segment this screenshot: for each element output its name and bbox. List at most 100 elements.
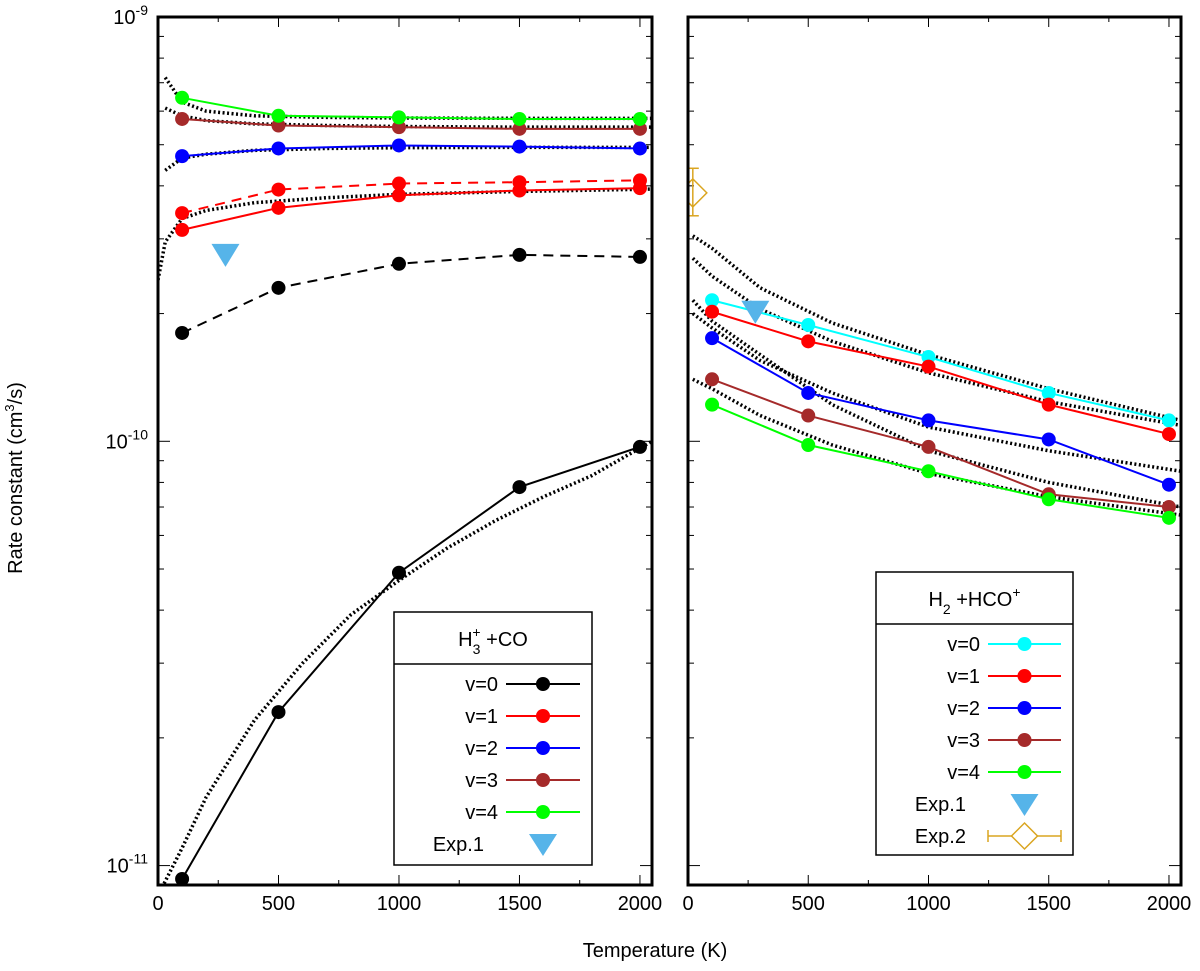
data-point xyxy=(512,175,527,190)
legend-marker xyxy=(1017,765,1032,779)
data-point xyxy=(705,372,720,387)
legend-marker xyxy=(536,805,550,819)
data-point xyxy=(271,118,286,133)
legend-marker xyxy=(536,741,550,755)
x-tick-label: 1000 xyxy=(377,893,422,915)
data-point xyxy=(271,182,286,197)
data-point xyxy=(705,397,720,412)
data-point xyxy=(801,438,816,453)
x-tick-label: 500 xyxy=(262,893,295,915)
panel-h2-hco: 0 500 1000 1500 2000 H2 +HCO+ v=0 v=1 v=2 v=3 v=4 E… xyxy=(682,15,1192,915)
x-axis-label: Temperature (K) xyxy=(583,940,728,962)
data-point xyxy=(632,141,647,156)
data-point xyxy=(801,317,816,332)
data-point xyxy=(271,200,286,215)
legend-marker xyxy=(1017,669,1032,683)
legend-marker xyxy=(536,709,550,723)
legend-label: v=0 xyxy=(947,634,980,656)
x-tick-label: 1000 xyxy=(906,893,951,915)
data-point xyxy=(271,705,286,720)
data-point xyxy=(391,138,406,153)
legend-label: Exp.2 xyxy=(915,826,966,848)
y-tick-label: 10-10 xyxy=(106,426,149,453)
fit-curve xyxy=(161,439,652,885)
legend-label: v=1 xyxy=(947,666,980,688)
data-point xyxy=(1161,500,1176,515)
data-point xyxy=(391,120,406,135)
legend-marker xyxy=(1017,701,1032,715)
data-point xyxy=(632,249,647,264)
legend-box xyxy=(875,571,1074,856)
experiment-marker xyxy=(688,177,708,208)
y-tick-base: 10 xyxy=(107,856,129,878)
fit-curve xyxy=(691,312,1181,473)
legend-label: v=0 xyxy=(465,674,498,696)
data-point xyxy=(391,176,406,191)
series-line xyxy=(711,299,1170,422)
x-tick-label: 500 xyxy=(792,893,825,915)
legend: H2 +HCO+ v=0 v=1 v=2 v=3 v=4 Exp.1 Exp.2 xyxy=(875,571,1074,856)
series-line xyxy=(181,253,640,334)
legend-label: v=3 xyxy=(465,770,498,792)
data-point xyxy=(705,331,720,346)
y-tick-base: 10 xyxy=(113,7,135,29)
data-point xyxy=(632,173,647,188)
series-line xyxy=(181,187,640,231)
data-point xyxy=(512,111,527,126)
data-point xyxy=(632,111,647,126)
data-point xyxy=(175,206,190,221)
data-point xyxy=(175,149,190,164)
data-point xyxy=(391,188,406,203)
data-point xyxy=(175,111,190,126)
data-point xyxy=(175,871,190,885)
y-tick-exponent: -9 xyxy=(136,2,149,18)
series-line xyxy=(182,117,640,130)
data-point xyxy=(391,110,406,125)
y-tick-label: 10-11 xyxy=(107,851,149,878)
data-point xyxy=(175,222,190,237)
legend: H3+ +CO v=0 v=1 v=2 v=3 v=4 Exp.1 xyxy=(393,611,593,866)
legend-marker xyxy=(1017,637,1032,651)
data-point xyxy=(921,439,936,454)
data-point xyxy=(1161,510,1176,525)
legend-marker xyxy=(536,773,550,787)
data-point xyxy=(1161,427,1176,442)
data-point xyxy=(801,408,816,423)
data-point xyxy=(1041,397,1056,412)
legend-label: v=3 xyxy=(947,730,980,752)
data-point xyxy=(921,359,936,374)
data-point xyxy=(1161,477,1176,492)
data-point xyxy=(1041,432,1056,447)
y-axis-label: Rate constant (cm3/s) xyxy=(2,382,27,574)
plot-area xyxy=(158,76,652,885)
legend-marker xyxy=(1010,821,1039,851)
data-point xyxy=(391,565,406,580)
x-tick-label: 0 xyxy=(682,893,693,915)
fit-curve xyxy=(692,377,1181,517)
data-point xyxy=(1041,492,1056,507)
x-tick-label: 1500 xyxy=(497,893,542,915)
legend-title: H2 +HCO+ xyxy=(928,584,1020,617)
data-point xyxy=(921,464,936,479)
data-point xyxy=(175,90,190,105)
data-point xyxy=(512,139,527,154)
y-tick-exponent: -10 xyxy=(128,426,148,442)
legend-label: Exp.1 xyxy=(915,794,966,816)
data-point xyxy=(391,256,406,271)
data-point xyxy=(801,334,816,349)
legend-box xyxy=(393,611,593,866)
legend-marker xyxy=(529,834,557,856)
fit-curve xyxy=(163,76,652,121)
y-tick-label: 10-9 xyxy=(113,2,148,29)
data-point xyxy=(1041,385,1056,400)
legend-marker xyxy=(536,677,550,691)
data-point xyxy=(801,385,816,400)
x-tick-label: 2000 xyxy=(1147,893,1192,915)
x-tick-label: 0 xyxy=(152,893,163,915)
plot-frame xyxy=(156,15,654,887)
data-point xyxy=(921,413,936,428)
series-line xyxy=(711,378,1170,509)
data-point xyxy=(175,325,190,340)
